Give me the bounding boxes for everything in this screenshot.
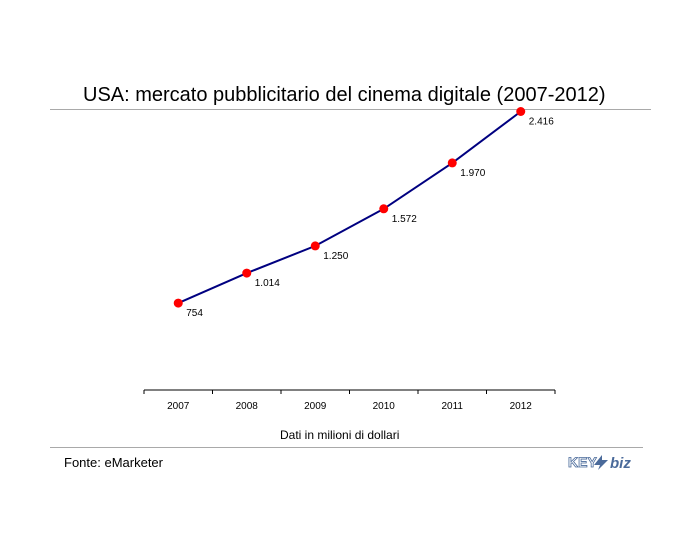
- footer-divider: [50, 447, 643, 448]
- title-divider: [50, 109, 651, 110]
- x-tick-label-2010: 2010: [373, 401, 396, 412]
- svg-text:biz: biz: [610, 455, 631, 472]
- x-tick-label-2008: 2008: [236, 401, 259, 412]
- x-axis-ticks: [143, 390, 556, 394]
- chart-title: USA: mercato pubblicitario del cinema di…: [83, 84, 606, 106]
- data-point-2011: [447, 158, 457, 168]
- data-label-2007: 754: [186, 308, 203, 319]
- data-label-2009: 1.250: [323, 251, 348, 262]
- key4biz-logo: KEY biz: [568, 454, 632, 472]
- x-axis-label: Dati in milioni di dollari: [280, 428, 400, 442]
- data-label-2010: 1.572: [392, 214, 417, 225]
- x-tick-label-2007: 2007: [167, 401, 190, 412]
- data-label-2012: 2.416: [529, 117, 554, 128]
- data-point-2010: [379, 204, 389, 214]
- svg-text:KEY: KEY: [568, 454, 597, 470]
- data-point-2007: [173, 298, 183, 308]
- series-line: [177, 110, 522, 305]
- data-label-2008: 1.014: [255, 278, 280, 289]
- x-axis-tick-labels: 2007 2008 2009 2010 2011 2012: [167, 401, 532, 412]
- source-note: Fonte: eMarketer: [64, 455, 163, 470]
- data-labels: 754 1.014 1.250 1.572 1.970 2.416: [186, 117, 554, 320]
- series-markers: [173, 107, 526, 308]
- data-point-2009: [310, 241, 320, 251]
- x-tick-label-2012: 2012: [510, 401, 533, 412]
- data-label-2011: 1.970: [460, 168, 485, 179]
- x-tick-label-2011: 2011: [441, 401, 463, 412]
- x-tick-label-2009: 2009: [304, 401, 327, 412]
- data-point-2012: [516, 107, 526, 117]
- data-point-2008: [242, 268, 252, 278]
